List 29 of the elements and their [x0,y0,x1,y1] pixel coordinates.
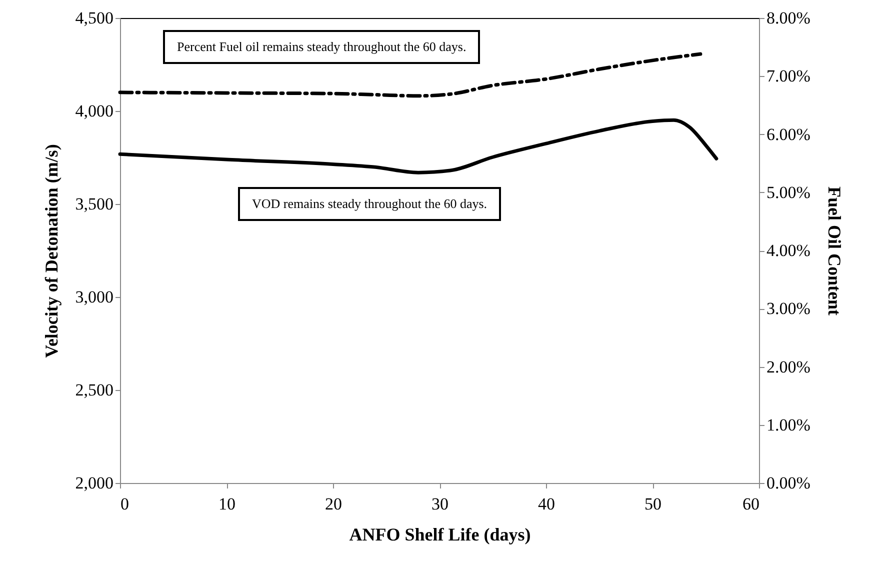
line-series [118,118,718,174]
y2-tick-label: 2.00% [766,357,810,376]
y2-axis-title: Fuel Oil Content [824,186,844,316]
annotation: Percent Fuel oil remains steady throughout the 60 days. [163,30,480,64]
line-series [118,52,702,98]
y2-tick-label: 6.00% [766,124,810,144]
x-tick-label: 50 [644,494,662,514]
y-tick-label: 4,000 [75,102,114,120]
y-tick-label: 2,500 [75,380,114,400]
y2-tick-label: 8.00% [766,8,810,28]
x-tick-label: 30 [432,494,448,514]
y-tick-label: 3,500 [75,194,114,214]
y-tick-label: 4,500 [75,8,114,28]
y-tick-label: 2,000 [75,474,114,492]
annotation: VOD remains steady throughout the 60 days. [238,187,502,221]
y2-tick-label: 3.00% [766,299,810,318]
y2-tick-label: 7.00% [766,66,810,86]
x-tick-label: 40 [538,494,555,514]
x-tick-label: 60 [742,494,760,514]
y2-tick-label: 5.00% [766,182,810,202]
x-tick-label: 0 [120,494,129,514]
x-tick-label: 10 [218,494,236,514]
x-axis-title: ANFO Shelf Life (days) [349,524,531,544]
y-tick-label: 3,000 [75,288,114,306]
y2-tick-label: 4.00% [766,241,810,260]
y2-tick-label: 1.00% [766,415,810,434]
y-axis-title: Velocity of Detonation (m/s) [41,144,62,358]
x-tick-label: 20 [325,494,342,514]
y2-tick-label: 0.00% [766,474,810,492]
